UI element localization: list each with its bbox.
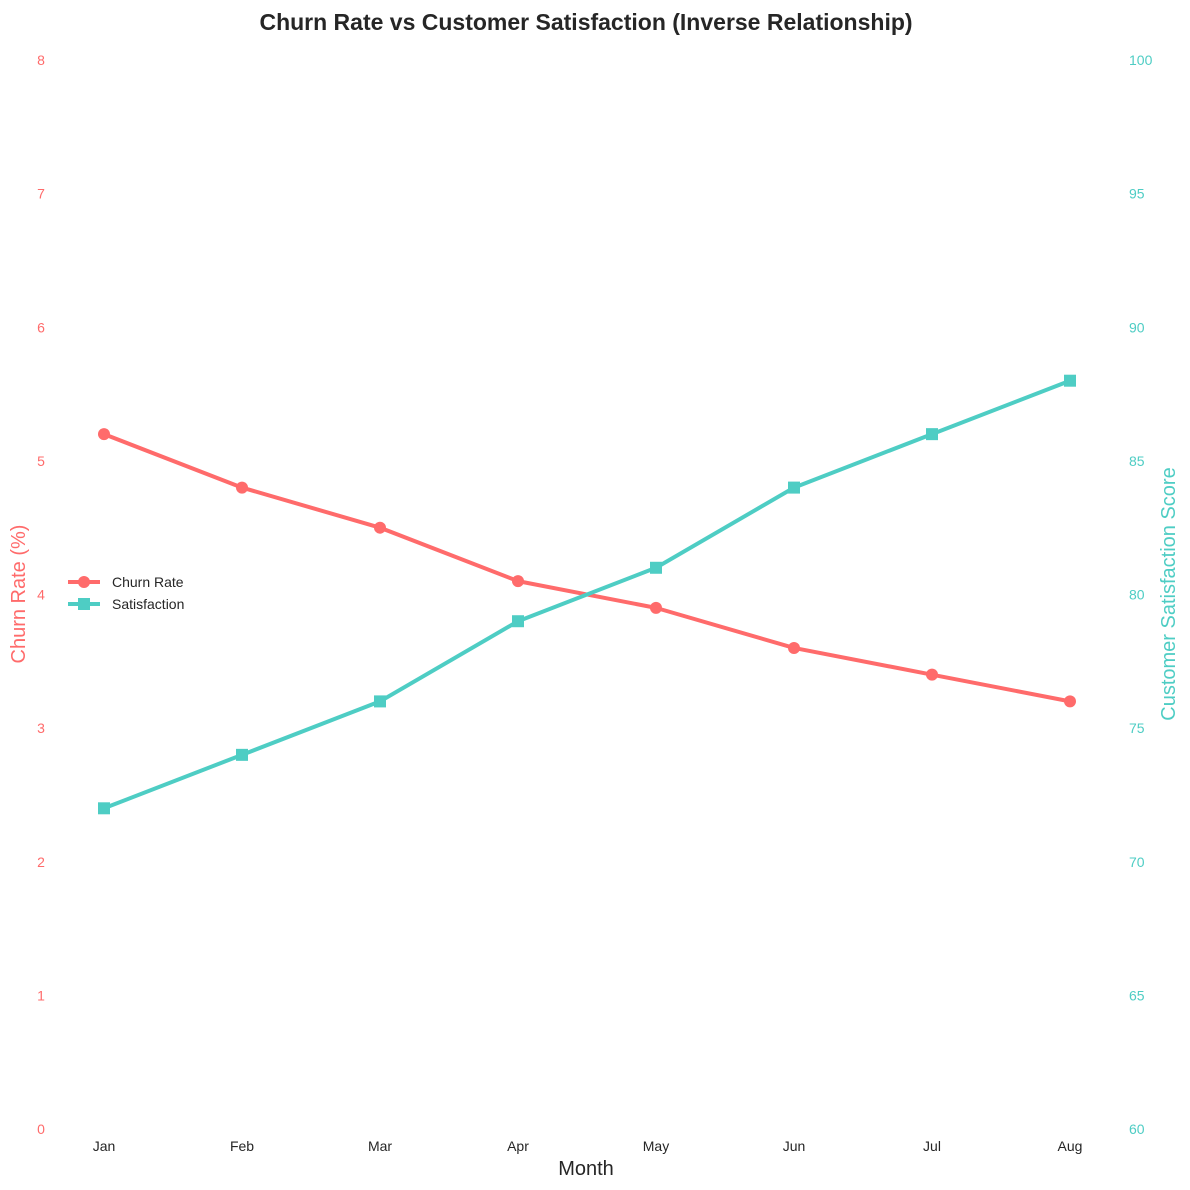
data-point [98, 802, 110, 815]
legend-satisfaction-marker [78, 598, 90, 610]
right-tick-label: 80 [1129, 587, 1145, 603]
data-point [926, 668, 938, 681]
data-point [650, 561, 662, 574]
data-point [1064, 374, 1076, 387]
right-tick-label: 90 [1129, 319, 1145, 335]
x-tick-label: Jul [923, 1138, 941, 1154]
x-tick-label: Feb [230, 1138, 254, 1154]
left-tick-label: 1 [37, 987, 45, 1003]
right-axis-label: Customer Satisfaction Score [1158, 467, 1180, 720]
x-tick-label: Jun [783, 1138, 806, 1154]
data-point [1064, 695, 1076, 708]
series-layer [98, 374, 1076, 815]
series-line [102, 378, 1072, 811]
left-tick-label: 6 [37, 319, 45, 335]
legend-churn-marker [78, 576, 90, 588]
data-point [374, 521, 386, 534]
chart-title: Churn Rate vs Customer Satisfaction (Inv… [259, 9, 912, 35]
right-tick-label: 70 [1129, 854, 1145, 870]
data-point [512, 575, 524, 588]
series-line [102, 432, 1072, 704]
left-tick-label: 2 [37, 854, 45, 870]
x-axis-label: Month [558, 1158, 614, 1180]
right-tick-label: 75 [1129, 720, 1145, 736]
right-axis-ticks: 60 65 70 75 80 85 90 95 100 [1129, 52, 1153, 1137]
data-point [650, 601, 662, 614]
right-tick-label: 60 [1129, 1121, 1145, 1137]
data-point [788, 481, 800, 494]
data-point [236, 748, 248, 761]
left-tick-label: 8 [37, 52, 45, 68]
legend: Churn Rate Satisfaction [68, 574, 184, 612]
data-point [374, 695, 386, 708]
data-point [788, 641, 800, 654]
data-point [926, 428, 938, 441]
legend-satisfaction-label: Satisfaction [112, 596, 184, 612]
left-axis-ticks: 0 1 2 3 4 5 6 7 8 [37, 52, 45, 1137]
left-tick-label: 5 [37, 453, 45, 469]
left-axis-label: Churn Rate (%) [8, 525, 30, 664]
x-tick-label: Aug [1058, 1138, 1083, 1154]
left-tick-label: 7 [37, 186, 45, 202]
data-point [98, 428, 110, 441]
left-tick-label: 3 [37, 720, 45, 736]
legend-churn-label: Churn Rate [112, 574, 184, 590]
x-tick-label: Mar [368, 1138, 392, 1154]
right-tick-label: 65 [1129, 987, 1145, 1003]
x-axis-ticks: Jan Feb Mar Apr May Jun Jul Aug [93, 1138, 1083, 1154]
right-tick-label: 95 [1129, 186, 1145, 202]
data-point [512, 615, 524, 628]
left-tick-label: 0 [37, 1121, 45, 1137]
x-tick-label: Jan [93, 1138, 116, 1154]
left-tick-label: 4 [37, 587, 45, 603]
right-tick-label: 100 [1129, 52, 1153, 68]
right-tick-label: 85 [1129, 453, 1145, 469]
x-tick-label: May [643, 1138, 669, 1154]
series-churn-rate [98, 428, 1076, 708]
x-tick-label: Apr [507, 1138, 529, 1154]
series-satisfaction [98, 374, 1076, 815]
data-point [236, 481, 248, 494]
